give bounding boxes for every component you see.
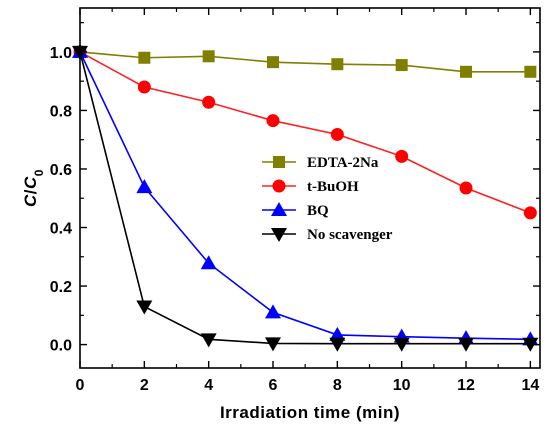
legend-marker <box>273 156 285 168</box>
series-line <box>79 51 531 214</box>
data-point <box>136 179 153 194</box>
data-point <box>200 333 217 348</box>
y-tick-label: 0.2 <box>50 279 72 296</box>
data-point <box>202 95 216 109</box>
x-tick-label: 10 <box>393 377 411 394</box>
y-tick-label: 0.0 <box>50 338 72 355</box>
data-point <box>267 56 280 69</box>
x-tick-label: 0 <box>76 377 85 394</box>
data-point <box>138 51 151 64</box>
x-tick-label: 12 <box>457 377 475 394</box>
legend-label: BQ <box>307 203 329 219</box>
legend-label: EDTA-2Na <box>307 155 379 171</box>
data-point <box>395 59 408 72</box>
data-point <box>329 326 346 341</box>
data-point <box>522 337 539 352</box>
series-layer <box>72 43 539 352</box>
x-tick-label: 2 <box>140 377 149 394</box>
axes-layer: 0 2 4 6 8 10 12 14 0.0 0.2 0.4 0.6 0.8 1.0 <box>50 8 540 394</box>
data-point <box>331 58 344 71</box>
data-point <box>524 65 537 78</box>
y-tick-label: 1.0 <box>50 45 72 62</box>
data-point <box>136 300 153 315</box>
legend-item: No scavenger <box>262 227 393 243</box>
y-axis-title-slash: / <box>21 189 40 194</box>
x-tick-label: 14 <box>521 377 539 394</box>
series-line <box>79 51 531 345</box>
legend-label: No scavenger <box>307 227 393 243</box>
data-point <box>200 255 217 270</box>
y-axis-title: C/C0 <box>21 169 46 207</box>
data-point <box>460 65 473 78</box>
legend-label: t-BuOH <box>307 179 359 195</box>
plot-frame <box>79 7 541 369</box>
legend-marker <box>271 228 287 242</box>
legend-marker <box>272 179 286 193</box>
series-3 <box>72 45 539 352</box>
y-axis-title-base: C <box>21 176 40 189</box>
data-point <box>202 50 215 63</box>
x-tick-label: 6 <box>269 377 278 394</box>
legend-item: BQ <box>262 202 329 219</box>
y-tick-label: 0.4 <box>50 221 72 238</box>
y-axis-title-subscript: 0 <box>32 169 46 176</box>
data-point <box>329 337 346 352</box>
y-tick-label: 0.8 <box>50 103 72 120</box>
data-point <box>458 337 475 352</box>
legend-item: t-BuOH <box>262 179 359 195</box>
data-point <box>265 337 282 352</box>
y-tick-label: 0.6 <box>50 162 72 179</box>
data-point <box>137 80 151 94</box>
data-point <box>330 127 344 141</box>
series-line <box>79 51 531 341</box>
series-0 <box>74 45 537 78</box>
data-point <box>523 206 537 220</box>
data-point <box>266 114 280 128</box>
x-tick-label: 8 <box>333 377 342 394</box>
legend: EDTA-2Na t-BuOH BQ No scavenger <box>262 155 393 243</box>
series-line <box>79 51 531 73</box>
data-point <box>395 149 409 163</box>
x-tick-label: 4 <box>204 377 213 394</box>
legend-item: EDTA-2Na <box>262 155 379 171</box>
data-point <box>459 181 473 195</box>
legend-marker <box>271 202 287 216</box>
data-point <box>393 337 410 352</box>
x-axis-title: Irradiation time (min) <box>220 403 400 422</box>
data-point <box>265 304 282 319</box>
y-axis-title-main: C <box>21 194 40 207</box>
